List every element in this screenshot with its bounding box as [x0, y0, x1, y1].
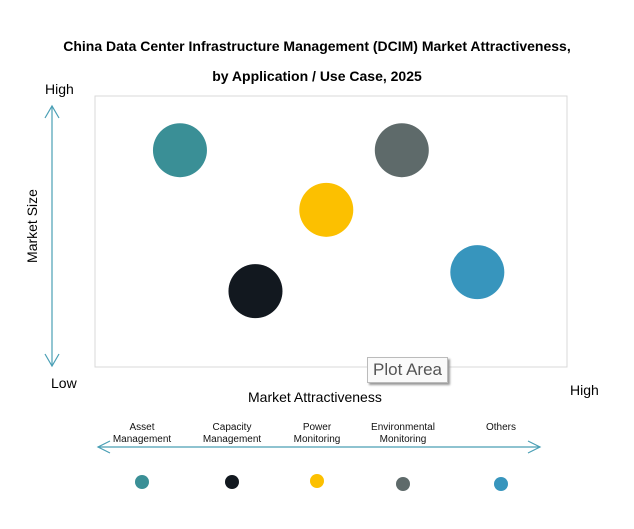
- legend-label: Capacity Management: [202, 422, 262, 445]
- bubble-3: [374, 123, 429, 178]
- chart-subtitle: by Application / Use Case, 2025: [212, 68, 422, 84]
- bubble-1: [228, 264, 283, 319]
- legend-marker-0: [135, 475, 149, 489]
- legend-label: Power Monitoring: [293, 422, 341, 445]
- legend-marker-2: [310, 474, 324, 488]
- legend-marker-3: [396, 477, 410, 491]
- x-high-label: High: [570, 382, 599, 398]
- legend-marker-1: [225, 475, 239, 489]
- plot-area: [94, 95, 568, 368]
- x-axis-label: Market Attractiveness: [248, 389, 382, 405]
- y-axis-arrow: [44, 104, 60, 368]
- legend-marker-4: [494, 477, 508, 491]
- legend-label: Others: [485, 422, 516, 433]
- bubble-2: [299, 182, 354, 237]
- legend-label: Asset Management: [112, 422, 172, 445]
- legend-label: Environmental Monitoring: [371, 422, 435, 445]
- chart-title: China Data Center Infrastructure Managem…: [63, 38, 571, 54]
- y-high-label: High: [45, 81, 74, 97]
- bubble-4: [450, 245, 505, 300]
- legend-arrow: [96, 440, 542, 454]
- plot-area-tooltip: Plot Area: [367, 357, 448, 383]
- y-low-label: Low: [51, 375, 77, 391]
- bubble-0: [152, 123, 207, 178]
